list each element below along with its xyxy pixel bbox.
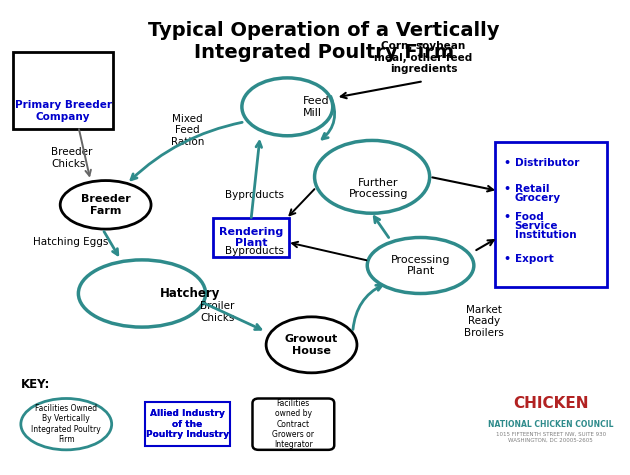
Ellipse shape (60, 180, 151, 229)
Text: Further
Processing: Further Processing (348, 178, 408, 200)
Text: Breeder
Chicks: Breeder Chicks (51, 147, 93, 169)
Text: Corn, soybean
meal, other feed
ingredients: Corn, soybean meal, other feed ingredien… (374, 41, 472, 75)
Text: Byproducts: Byproducts (226, 190, 284, 200)
Text: NATIONAL CHICKEN COUNCIL: NATIONAL CHICKEN COUNCIL (488, 420, 614, 428)
Text: Processing
Plant: Processing Plant (391, 255, 450, 276)
Text: KEY:: KEY: (21, 378, 50, 391)
Text: Distributor: Distributor (515, 158, 579, 168)
Text: Export: Export (515, 254, 554, 264)
Text: Facilities Owned
By Vertically
Integrated Poultry
Firm: Facilities Owned By Vertically Integrate… (32, 404, 101, 444)
Text: Hatching Eggs: Hatching Eggs (33, 237, 108, 247)
Text: Service: Service (515, 221, 558, 231)
Text: •: • (504, 212, 511, 222)
FancyBboxPatch shape (495, 142, 607, 286)
Ellipse shape (78, 260, 205, 327)
Ellipse shape (242, 78, 333, 136)
Text: Institution: Institution (515, 230, 576, 240)
Text: Market
Ready
Broilers: Market Ready Broilers (464, 305, 504, 338)
Text: Byproducts: Byproducts (226, 247, 284, 256)
Text: Allied Industry
of the
Poultry Industry: Allied Industry of the Poultry Industry (146, 409, 229, 439)
Text: Typical Operation of a Vertically
Integrated Poultry Firm: Typical Operation of a Vertically Integr… (148, 20, 500, 61)
Text: •: • (504, 184, 511, 194)
Text: Rendering
Plant: Rendering Plant (219, 227, 283, 248)
Text: Broiler
Chicks: Broiler Chicks (200, 301, 235, 323)
Text: Feed
Mill: Feed Mill (303, 96, 330, 118)
Text: Allied Industry
of the
Poultry Industry: Allied Industry of the Poultry Industry (146, 409, 229, 439)
Text: Food: Food (515, 212, 544, 222)
Text: Retail: Retail (515, 184, 549, 194)
Text: Breeder
Farm: Breeder Farm (81, 194, 130, 216)
Ellipse shape (367, 238, 474, 294)
Text: Grocery: Grocery (515, 193, 561, 203)
Text: 1015 FIFTEENTH STREET NW, SUITE 930
WASHINGTON, DC 20005-2605: 1015 FIFTEENTH STREET NW, SUITE 930 WASH… (496, 432, 606, 443)
Ellipse shape (266, 317, 357, 373)
Text: Primary Breeder
Company: Primary Breeder Company (14, 100, 112, 122)
Text: Mixed
Feed
Ration: Mixed Feed Ration (171, 114, 204, 147)
Text: •: • (504, 158, 511, 168)
FancyBboxPatch shape (253, 399, 335, 450)
FancyBboxPatch shape (213, 218, 289, 256)
Ellipse shape (314, 141, 430, 213)
FancyBboxPatch shape (13, 52, 113, 129)
Text: Hatchery: Hatchery (160, 287, 220, 300)
Text: Growout
House: Growout House (285, 334, 338, 356)
Ellipse shape (21, 399, 112, 450)
FancyBboxPatch shape (145, 402, 230, 446)
Text: CHICKEN: CHICKEN (513, 396, 588, 411)
Text: •: • (504, 254, 511, 264)
Text: Facilities
owned by
Contract
Growers or
Integrator: Facilities owned by Contract Growers or … (272, 399, 314, 449)
